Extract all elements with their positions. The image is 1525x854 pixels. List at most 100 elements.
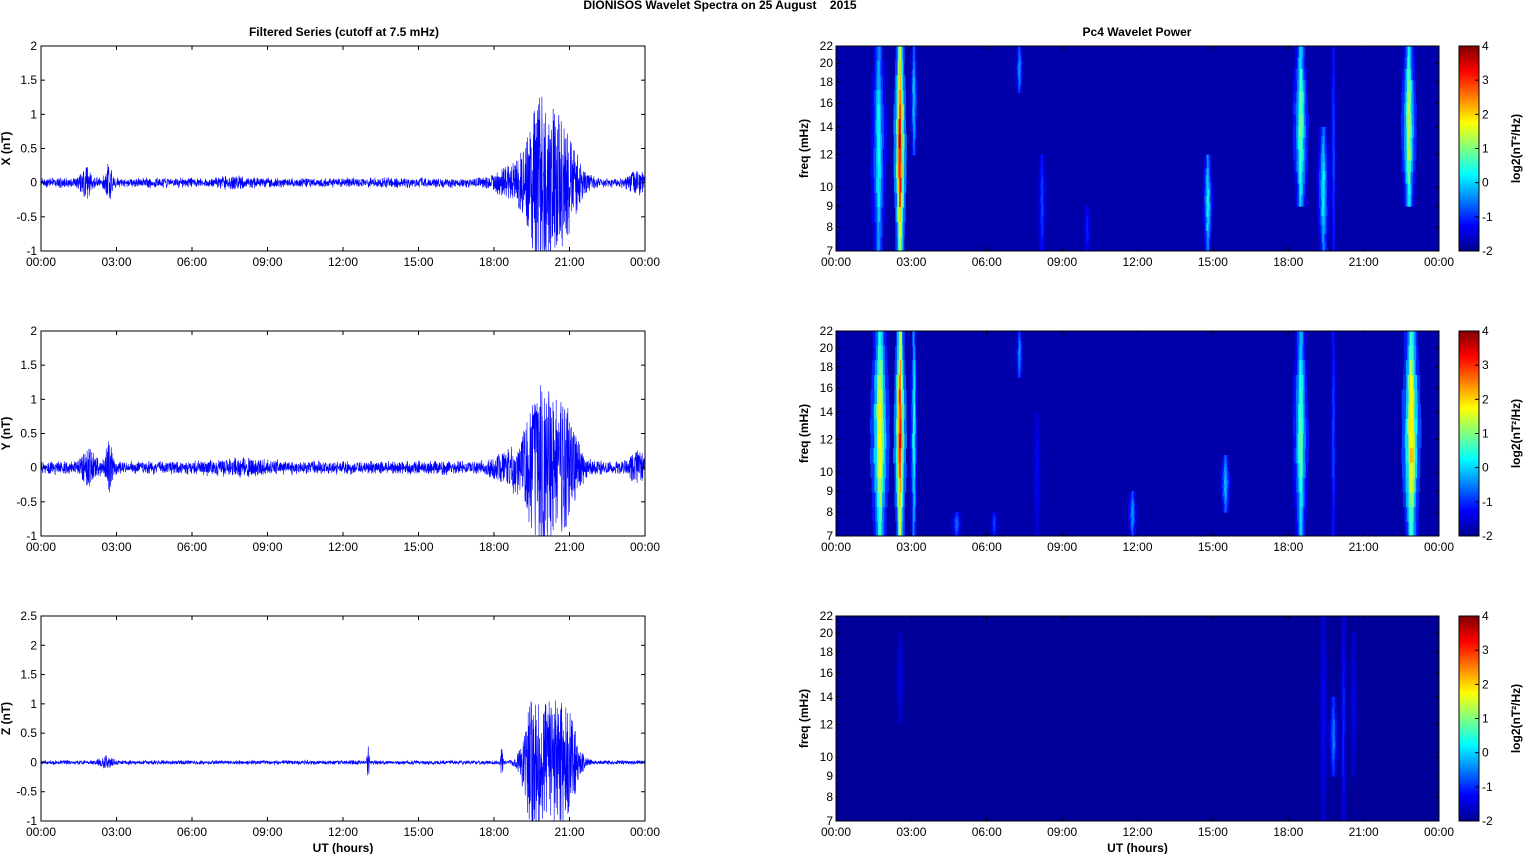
line-chart-2: -1 -0.5 0 0.5 1 1.5 2 Y (nT) 00:00 03:00 06:00 09:0… bbox=[0, 324, 660, 554]
heatmap-2-ytick-label: 22 bbox=[820, 324, 834, 338]
heatmap-1-streak-cell bbox=[1407, 148, 1411, 161]
heatmap-2-power-streak bbox=[1292, 331, 1310, 536]
heatmap-2-streak-cell bbox=[913, 374, 916, 391]
heatmap-1-ytick-label: 22 bbox=[820, 39, 834, 53]
heatmap-1-streak-cell bbox=[876, 177, 880, 194]
heatmap-2-streak-cell bbox=[955, 534, 958, 536]
heatmap-1-power-streak bbox=[1202, 154, 1214, 251]
heatmap-2-xtick-label: 12:00 bbox=[1122, 540, 1152, 554]
heatmap-2-streak-cell bbox=[993, 532, 996, 535]
heatmap-3-ytick-label: 12 bbox=[820, 718, 834, 732]
heatmap-3-ytick-label: 14 bbox=[820, 690, 834, 704]
heatmap-3-streak-cell bbox=[1342, 718, 1345, 734]
heatmap-1-streak-cell bbox=[898, 163, 901, 179]
heatmap-3-streak-cell bbox=[1353, 704, 1355, 716]
heatmap-1-streak-cell bbox=[899, 104, 902, 120]
heatmap-1-ytick-label: 8 bbox=[826, 220, 833, 234]
heatmap-2-streak-cell bbox=[899, 521, 901, 536]
heatmap-2-streak-cell bbox=[1410, 521, 1413, 536]
heatmap-2-ytick-label: 10 bbox=[820, 465, 834, 479]
heatmap-1-streak-cell bbox=[1041, 182, 1043, 190]
heatmap-1-streak-cell bbox=[1018, 72, 1021, 77]
heatmap-3-xtick-label: 09:00 bbox=[1047, 825, 1077, 839]
heatmap-2-streak-cell bbox=[993, 524, 995, 527]
heatmap-1-streak-cell bbox=[898, 119, 901, 135]
heatmap-1-streak-cell bbox=[1322, 242, 1325, 251]
heatmap-2-streak-cell bbox=[1409, 404, 1413, 420]
heatmap-3-streak-cell bbox=[1332, 713, 1335, 721]
heatmap-3-streak-cell bbox=[899, 711, 901, 719]
heatmap-1-ytick-label: 16 bbox=[820, 96, 834, 110]
heatmap-1-colorbar-tick-label: 4 bbox=[1482, 39, 1489, 53]
heatmap-2-streak-cell bbox=[1409, 389, 1414, 405]
heatmap-2-power-streak bbox=[893, 331, 907, 536]
heatmap-2-streak-cell bbox=[1035, 491, 1038, 502]
heatmap-1-streak-cell bbox=[1086, 238, 1089, 242]
heatmap-1-colorbar: -2 -1 0 1 2 3 4 log2(nT²/Hz) bbox=[1458, 39, 1523, 258]
heatmap-1-colorbar-tick-label: 0 bbox=[1482, 176, 1489, 190]
line-chart-1-ytick-label: -1 bbox=[26, 244, 37, 258]
heatmap-1-streak-cell bbox=[1299, 114, 1303, 127]
heatmap-2-streak-cell bbox=[956, 517, 958, 520]
heatmap-1-streak-cell bbox=[1299, 171, 1302, 184]
heatmap-2-streak-cell bbox=[899, 345, 902, 361]
heatmap-2-streak-cell bbox=[878, 418, 882, 435]
heatmap-1-streak-cell bbox=[1299, 80, 1303, 93]
heatmap-2-power-streak bbox=[1219, 455, 1232, 513]
heatmap-2-streak-cell bbox=[1409, 331, 1413, 347]
line-chart-3-xtick-label: 09:00 bbox=[252, 825, 282, 839]
heatmap-2-streak-cell bbox=[899, 331, 902, 347]
heatmap-1-streak-cell bbox=[899, 89, 902, 106]
heatmap-1-streak-cell bbox=[1086, 215, 1089, 220]
heatmap-1-ylabel: freq (mHz) bbox=[797, 119, 811, 178]
heatmap-3-streak-cell bbox=[1332, 764, 1335, 771]
heatmap-1-streak-cell bbox=[1299, 160, 1302, 173]
line-chart-1-xtick-label: 00:00 bbox=[630, 255, 660, 269]
heatmap-2-streak-cell bbox=[1018, 344, 1021, 349]
heatmap-1-streak-cell bbox=[1407, 114, 1411, 127]
heatmap-2-streak-cell bbox=[1332, 492, 1335, 508]
heatmap-2-streak-cell bbox=[913, 404, 916, 420]
heatmap-2-streak-cell bbox=[1332, 521, 1334, 536]
heatmap-1-streak-cell bbox=[1332, 192, 1334, 208]
heatmap-3-streak-cell bbox=[1322, 733, 1325, 749]
heatmap-2-streak-cell bbox=[878, 374, 882, 391]
heatmap-2-streak-cell bbox=[898, 389, 901, 405]
heatmap-2-streak-cell bbox=[993, 525, 996, 529]
line-chart-1-xtick-label: 12:00 bbox=[328, 255, 358, 269]
heatmap-1-streak-cell bbox=[1333, 221, 1335, 237]
heatmap-1-colorbar-tick-label: -2 bbox=[1482, 244, 1493, 258]
heatmap-1-streak-cell bbox=[1323, 126, 1325, 137]
heatmap-1-streak-cell bbox=[913, 92, 916, 101]
heatmap-2-streak-cell bbox=[1036, 509, 1038, 519]
heatmap-1-streak-cell bbox=[1322, 162, 1325, 172]
heatmap-2-xtick-label: 06:00 bbox=[972, 540, 1002, 554]
heatmap-1-background bbox=[836, 46, 1439, 251]
heatmap-2-streak-cell bbox=[1131, 503, 1134, 508]
line-chart-1-ylabel: X (nT) bbox=[0, 132, 13, 166]
heatmap-2-streak-cell bbox=[1018, 334, 1021, 339]
heatmap-1-streak-cell bbox=[1322, 215, 1325, 226]
heatmap-3-streak-cell bbox=[1352, 714, 1355, 726]
heatmap-2-xtick-label: 09:00 bbox=[1047, 540, 1077, 554]
line-chart-1-xtick-label: 06:00 bbox=[177, 255, 207, 269]
heatmap-3-streak-cell bbox=[1322, 645, 1326, 661]
line-chart-3: -1 -0.5 0 0.5 1 1.5 2 2.5 Z (nT) 00:00 03:00 06:00 0… bbox=[0, 609, 660, 854]
heatmap-2-streak-cell bbox=[1332, 506, 1334, 522]
heatmap-1-streak-cell bbox=[913, 139, 915, 148]
heatmap-2-streak-cell bbox=[1299, 506, 1302, 522]
heatmap-3-xtick-label: 00:00 bbox=[1424, 825, 1454, 839]
heatmap-2-streak-cell bbox=[955, 524, 958, 527]
heatmap-2-streak-cell bbox=[878, 345, 881, 361]
heatmap-2-streak-cell bbox=[1224, 503, 1227, 509]
line-chart-3-xtick-label: 18:00 bbox=[479, 825, 509, 839]
heatmap-2-streak-cell bbox=[1409, 462, 1413, 479]
heatmap-3-streak-cell bbox=[1343, 659, 1345, 676]
heatmap-3-streak-cell bbox=[898, 691, 901, 699]
line-chart-3-series-line bbox=[40, 700, 646, 822]
heatmap-1-streak-cell bbox=[899, 60, 901, 76]
heatmap-3-colorbar-tick-label: -2 bbox=[1482, 814, 1493, 828]
heatmap-2-streak-cell bbox=[955, 522, 958, 525]
line-chart-1-xtick-label: 21:00 bbox=[554, 255, 584, 269]
heatmap-2-streak-cell bbox=[877, 433, 882, 449]
